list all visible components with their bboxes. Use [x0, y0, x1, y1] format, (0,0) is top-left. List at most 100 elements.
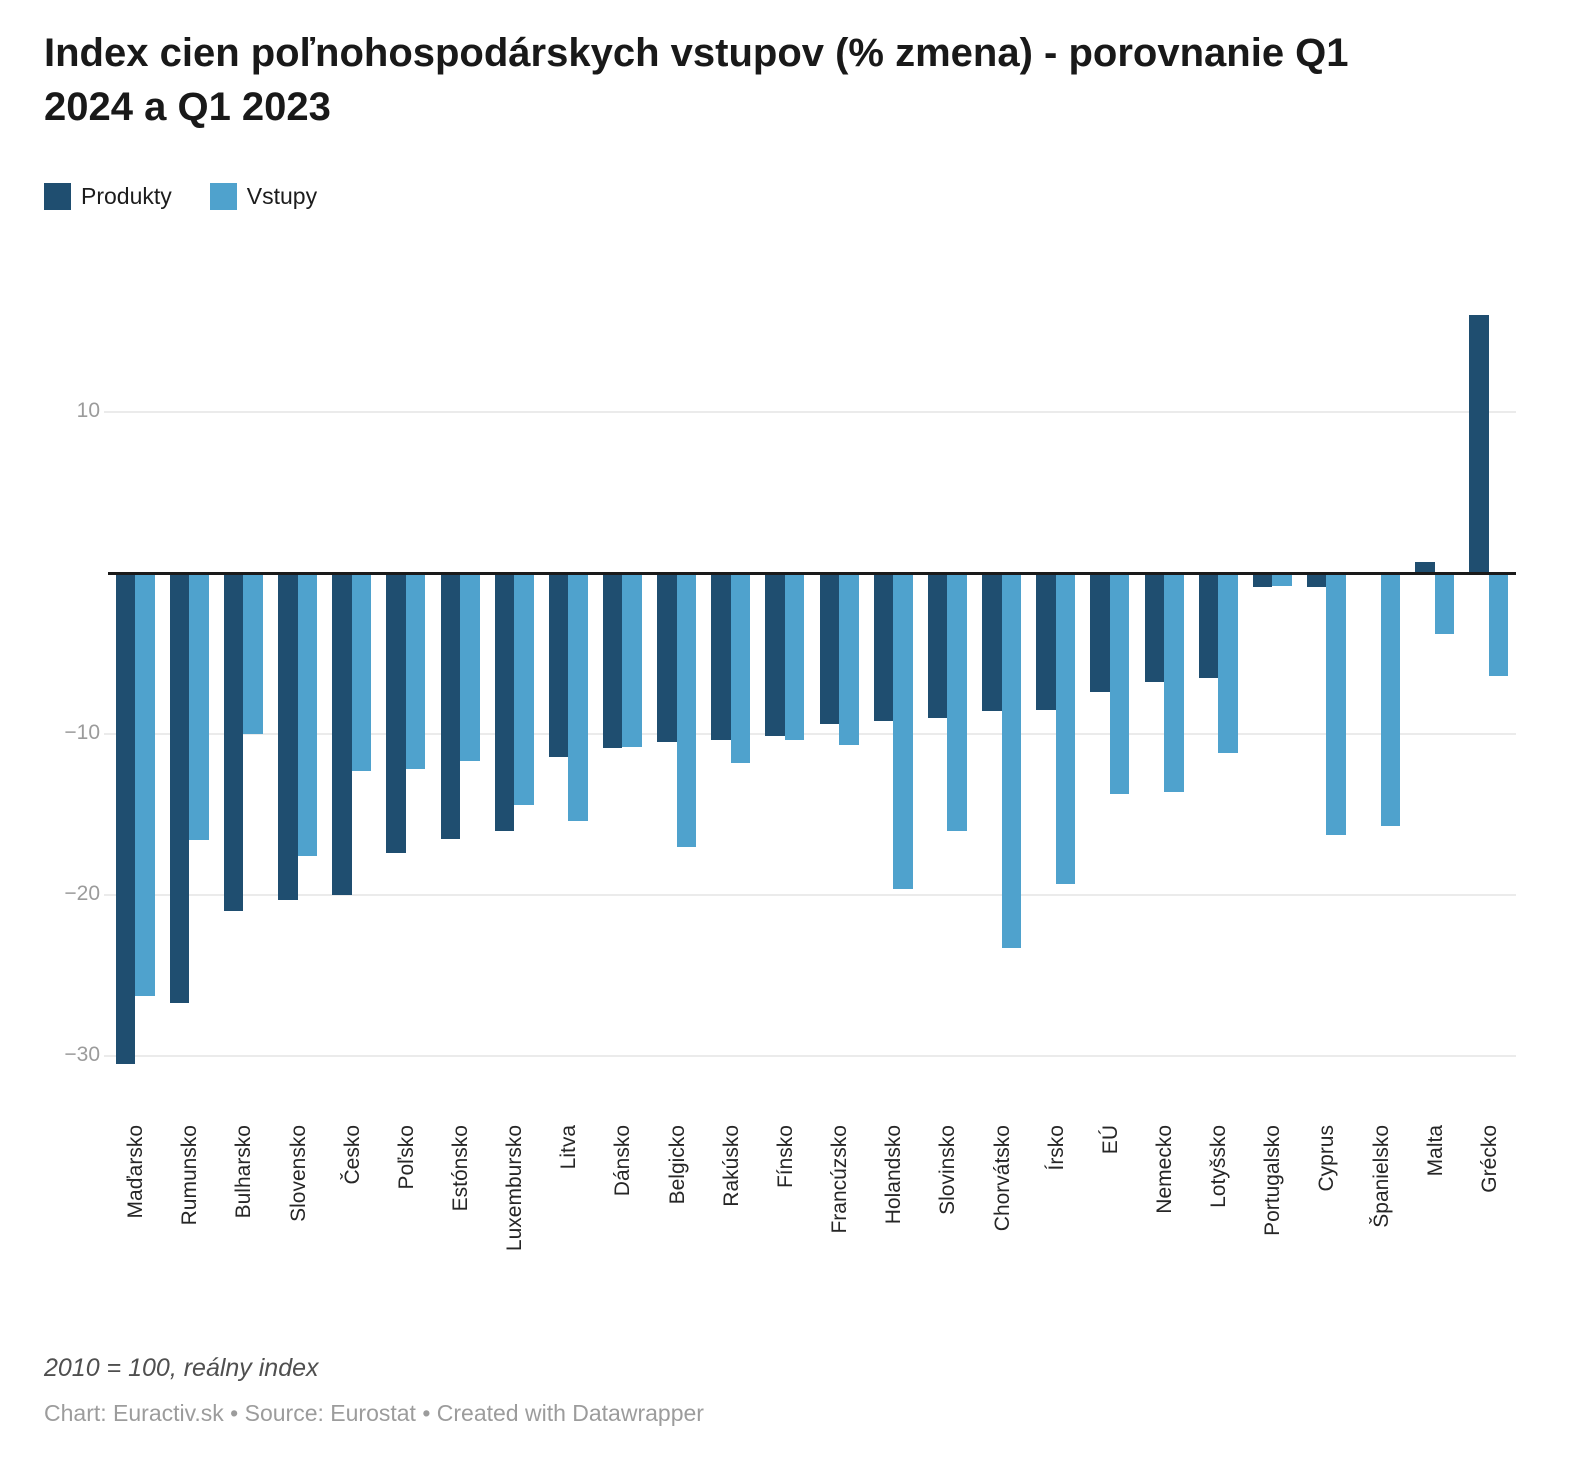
bar-vstupy-finsko[interactable] — [784, 573, 805, 741]
bar-produkty-holandsko[interactable] — [873, 573, 894, 722]
bar-vstupy-malta[interactable] — [1434, 573, 1455, 635]
legend-item-vstupy: Vstupy — [209, 183, 318, 210]
bar-produkty-lotyssko[interactable] — [1198, 573, 1219, 678]
bar-vstupy-cyprus[interactable] — [1326, 573, 1346, 836]
bar-vstupy-cesko[interactable] — [351, 573, 372, 772]
bar-vstupy-francuzsko[interactable] — [839, 573, 859, 746]
legend-label-produkty: Produkty — [81, 183, 172, 209]
bar-vstupy-slovinsko[interactable] — [947, 573, 967, 831]
bar-produkty-belgicko[interactable] — [657, 573, 677, 743]
bar-vstupy-grecko[interactable] — [1488, 573, 1509, 677]
x-axis-label-text: Belgicko — [665, 1125, 689, 1205]
bar-vstupy-estonsko[interactable] — [460, 573, 480, 762]
bar-produkty-rumunsko[interactable] — [169, 573, 190, 1003]
bar-vstupy-portugalsko[interactable] — [1272, 573, 1292, 586]
chart-note: 2010 = 100, reálny index — [44, 1354, 319, 1382]
bar-vstupy-eu[interactable] — [1109, 573, 1130, 794]
x-axis-label-grecko: Grécko — [1478, 1125, 1546, 1193]
gridline-10 — [104, 411, 1516, 413]
bar-vstupy-madarsko[interactable] — [135, 573, 155, 997]
x-axis-label-text: Portugalsko — [1261, 1125, 1285, 1236]
x-axis-label-text: Slovinsko — [936, 1125, 960, 1215]
bar-vstupy-litva[interactable] — [568, 573, 588, 821]
x-axis-label-text: Francúzsko — [828, 1125, 852, 1234]
x-axis-label-text: Malta — [1423, 1125, 1447, 1177]
bar-vstupy-polsko[interactable] — [405, 573, 426, 770]
bar-vstupy-bulharsko[interactable] — [243, 573, 263, 734]
bar-vstupy-chorvatsko[interactable] — [1001, 573, 1022, 949]
chart-byline: Chart: Euractiv.sk • Source: Eurostat • … — [44, 1400, 704, 1426]
bar-produkty-slovensko[interactable] — [278, 573, 298, 900]
x-axis-label-text: Maďarsko — [124, 1125, 148, 1219]
x-axis-label-text: Fínsko — [773, 1125, 797, 1189]
y-axis-tick--20: −20 — [64, 882, 100, 905]
bar-vstupy-nemecko[interactable] — [1164, 573, 1184, 792]
x-axis-label-text: Rakúsko — [719, 1125, 743, 1207]
x-axis-label-text: Lotyšsko — [1207, 1125, 1231, 1208]
bar-produkty-portugalsko[interactable] — [1252, 573, 1273, 588]
x-axis-label-text: Poľsko — [394, 1125, 418, 1190]
x-axis-label-text: Španielsko — [1369, 1125, 1393, 1228]
bar-produkty-francuzsko[interactable] — [819, 573, 840, 725]
bar-produkty-luxembursko[interactable] — [494, 573, 515, 831]
x-axis-label-text: Chorvátsko — [990, 1125, 1014, 1232]
bar-vstupy-irsko[interactable] — [1055, 573, 1076, 884]
bar-produkty-rakusko[interactable] — [711, 573, 731, 741]
x-axis-label-text: EÚ — [1098, 1125, 1122, 1155]
bar-produkty-polsko[interactable] — [386, 573, 406, 854]
bar-produkty-bulharsko[interactable] — [223, 573, 244, 912]
bar-produkty-madarsko[interactable] — [115, 573, 136, 1065]
bar-vstupy-rakusko[interactable] — [730, 573, 751, 763]
x-axis-label-text: Estónsko — [449, 1125, 472, 1212]
x-axis-label-irsko: Írsko — [1045, 1125, 1091, 1171]
x-axis-label-cesko: Česko — [341, 1125, 401, 1185]
legend: Produkty Vstupy — [44, 183, 317, 210]
x-axis-label-text: Grécko — [1477, 1125, 1501, 1193]
x-axis-label-text: Írsko — [1044, 1125, 1068, 1171]
legend-swatch-vstupy — [209, 183, 237, 210]
bar-vstupy-holandsko[interactable] — [893, 573, 913, 889]
bar-produkty-malta[interactable] — [1415, 561, 1435, 573]
gridline--10 — [104, 733, 1516, 735]
bar-vstupy-slovensko[interactable] — [297, 573, 318, 857]
bar-vstupy-dansko[interactable] — [622, 573, 642, 747]
bar-produkty-cesko[interactable] — [332, 573, 352, 895]
bar-produkty-cyprus[interactable] — [1306, 573, 1327, 588]
gridline--30 — [104, 1055, 1516, 1057]
x-axis-label-text: Rumunsko — [178, 1125, 202, 1226]
y-axis-tick-10: 10 — [76, 399, 100, 422]
y-axis-tick--10: −10 — [64, 721, 100, 744]
x-axis-label-text: Luxembursko — [503, 1125, 527, 1252]
legend-swatch-produkty — [44, 183, 71, 210]
legend-label-vstupy: Vstupy — [246, 183, 318, 209]
bar-produkty-grecko[interactable] — [1469, 315, 1489, 573]
x-axis-label-malta: Malta — [1424, 1125, 1475, 1176]
bar-produkty-chorvatsko[interactable] — [982, 573, 1002, 712]
x-axis-label-text: Litva — [557, 1125, 581, 1170]
chart-title: Index cien poľnohospodárskych vstupov (%… — [44, 31, 1349, 129]
bar-produkty-litva[interactable] — [548, 573, 569, 757]
bar-vstupy-rumunsko[interactable] — [189, 573, 209, 841]
bar-produkty-eu[interactable] — [1090, 573, 1110, 693]
bar-produkty-dansko[interactable] — [602, 573, 623, 749]
gridline--20 — [104, 894, 1516, 896]
x-axis-label-text: Cyprus — [1315, 1125, 1339, 1192]
bar-produkty-finsko[interactable] — [765, 573, 785, 736]
x-axis-label-text: Česko — [340, 1125, 364, 1185]
x-axis-label-litva: Litva — [557, 1125, 601, 1169]
bar-vstupy-belgicko[interactable] — [676, 573, 697, 847]
bar-vstupy-spanielsko[interactable] — [1380, 573, 1401, 826]
bar-produkty-slovinsko[interactable] — [927, 573, 948, 718]
bar-produkty-estonsko[interactable] — [440, 573, 460, 839]
bar-vstupy-luxembursko[interactable] — [514, 573, 534, 805]
x-axis-label-eu: EÚ — [1099, 1125, 1128, 1154]
bar-produkty-nemecko[interactable] — [1144, 573, 1164, 683]
x-axis-label-text: Dánsko — [611, 1125, 635, 1197]
x-axis-label-text: Nemecko — [1153, 1125, 1176, 1214]
bar-produkty-irsko[interactable] — [1036, 573, 1056, 710]
x-axis-label-text: Slovensko — [286, 1125, 310, 1222]
bar-vstupy-lotyssko[interactable] — [1218, 573, 1238, 754]
legend-item-produkty: Produkty — [44, 183, 172, 210]
